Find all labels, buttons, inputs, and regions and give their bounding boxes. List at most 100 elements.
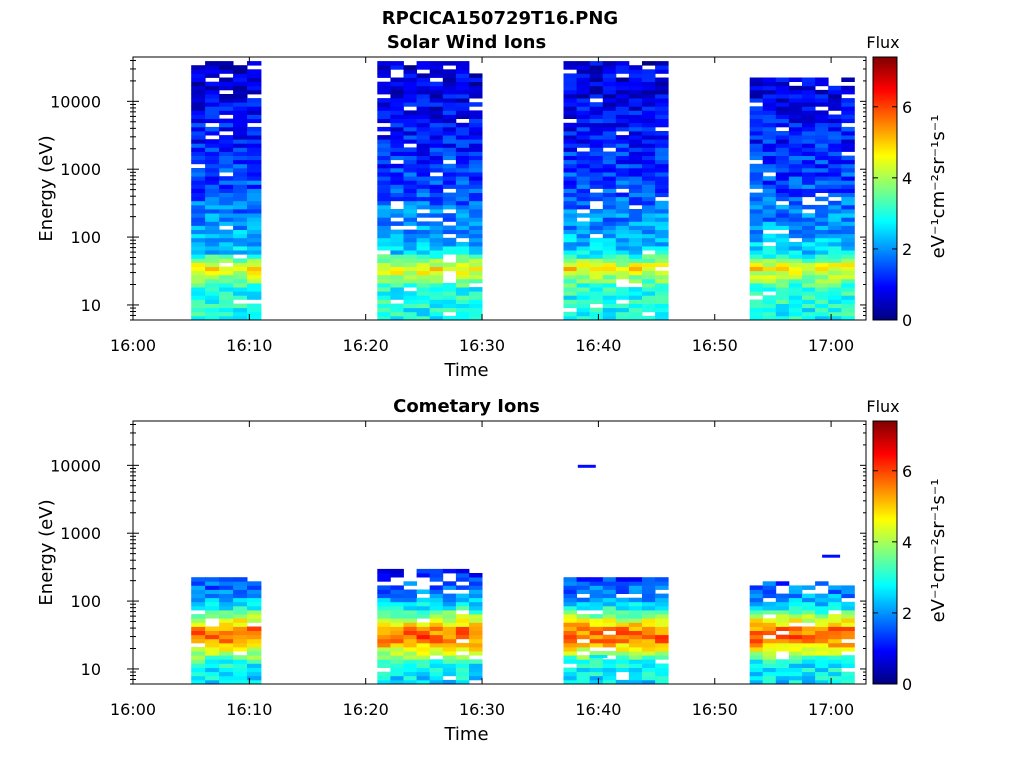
heatmap-cell: [828, 237, 842, 243]
heatmap-cell: [455, 605, 470, 611]
heatmap-cell: [762, 246, 777, 251]
heatmap-cell: [403, 81, 417, 87]
heatmap-cell: [377, 287, 391, 292]
heatmap-cell: [205, 315, 220, 321]
heatmap-cell: [442, 593, 457, 599]
heatmap-cell: [403, 295, 417, 300]
heatmap-cell: [762, 139, 777, 144]
heatmap-cell: [469, 221, 483, 226]
heatmap-cell: [416, 237, 431, 243]
heatmap-cell: [442, 630, 457, 636]
heatmap-cell: [788, 618, 803, 623]
colorbar-unit-label: eV⁻¹cm⁻²sr⁻¹s⁻¹: [928, 115, 949, 259]
heatmap-cell: [455, 184, 470, 189]
heatmap-cell: [655, 254, 669, 259]
heatmap-cell: [615, 147, 630, 152]
heatmap-cell: [628, 184, 643, 189]
heatmap-cell: [749, 89, 764, 95]
heatmap-cell: [403, 291, 417, 296]
heatmap-cell: [219, 287, 234, 292]
heatmap-cell: [247, 605, 262, 611]
heatmap-cell: [429, 311, 444, 317]
heatmap-cell: [749, 315, 764, 321]
heatmap-cell: [749, 176, 764, 181]
heatmap-cell: [802, 98, 816, 103]
heatmap-cell: [841, 287, 855, 292]
heatmap-cell: [749, 98, 764, 103]
heatmap-cell: [416, 139, 431, 144]
heatmap-cell: [655, 287, 669, 292]
heatmap-cell: [233, 143, 248, 148]
heatmap-cell: [563, 131, 577, 136]
heatmap-cell: [628, 315, 643, 321]
heatmap-cell: [563, 254, 577, 259]
heatmap-cell: [815, 262, 829, 267]
heatmap-cell: [655, 581, 669, 586]
heatmap-cell: [589, 270, 604, 276]
heatmap-cell: [815, 246, 829, 251]
heatmap-cell: [589, 246, 604, 251]
heatmap-cell: [563, 237, 577, 243]
heatmap-cell: [841, 303, 855, 309]
heatmap-cell: [442, 176, 457, 181]
heatmap-cell: [602, 204, 617, 210]
heatmap-cell: [749, 287, 764, 292]
heatmap-cell: [247, 85, 262, 91]
heatmap-cell: [655, 180, 669, 185]
heatmap-cell: [416, 159, 431, 165]
heatmap-cell: [602, 118, 617, 124]
heatmap-cell: [469, 585, 483, 590]
data-block-3: [563, 577, 669, 685]
heatmap-cell: [589, 221, 604, 226]
heatmap-cell: [563, 659, 577, 664]
heatmap-cell: [469, 73, 483, 78]
heatmap-cell: [642, 209, 656, 214]
heatmap-cell: [642, 622, 656, 627]
heatmap-cell: [615, 655, 630, 660]
heatmap-cell: [615, 159, 630, 165]
heatmap-cell: [775, 221, 790, 226]
heatmap-cell: [563, 200, 577, 206]
heatmap-cell: [602, 291, 617, 296]
heatmap-cell: [841, 679, 855, 685]
heatmap-cell: [615, 233, 630, 239]
heatmap-cell: [442, 102, 457, 107]
heatmap-cell: [576, 246, 591, 251]
heatmap-cell: [191, 81, 206, 87]
heatmap-cell: [828, 262, 842, 267]
heatmap-cell: [589, 642, 604, 648]
heatmap-cell: [455, 601, 470, 607]
heatmap-cell: [219, 634, 234, 640]
heatmap-cell: [749, 266, 764, 272]
heatmap-cell: [615, 163, 630, 169]
heatmap-cell: [247, 200, 262, 206]
heatmap-cell: [442, 94, 457, 99]
heatmap-cell: [429, 241, 444, 247]
heatmap-cell: [563, 315, 577, 321]
heatmap-cell: [205, 246, 220, 251]
heatmap-cell: [841, 622, 855, 627]
heatmap-cell: [403, 274, 417, 280]
heatmap-cell: [191, 118, 206, 124]
heatmap-cell: [802, 106, 816, 111]
heatmap-cell: [233, 291, 248, 296]
heatmap-cell: [602, 634, 617, 640]
heatmap-cell: [563, 266, 577, 272]
heatmap-cell: [828, 147, 842, 152]
heatmap-cell: [615, 122, 630, 128]
heatmap-cell: [828, 270, 842, 276]
heatmap-cell: [828, 180, 842, 185]
heatmap-cell: [191, 651, 206, 656]
heatmap-cell: [219, 147, 234, 152]
heatmap-cell: [788, 180, 803, 185]
heatmap-cell: [841, 274, 855, 280]
heatmap-cell: [191, 89, 206, 95]
heatmap-cell: [455, 246, 470, 251]
heatmap-cell: [191, 254, 206, 259]
heatmap-cell: [219, 601, 234, 607]
heatmap-cell: [455, 568, 470, 574]
heatmap-cell: [191, 98, 206, 103]
heatmap-cell: [247, 651, 262, 656]
heatmap-cell: [841, 102, 855, 107]
